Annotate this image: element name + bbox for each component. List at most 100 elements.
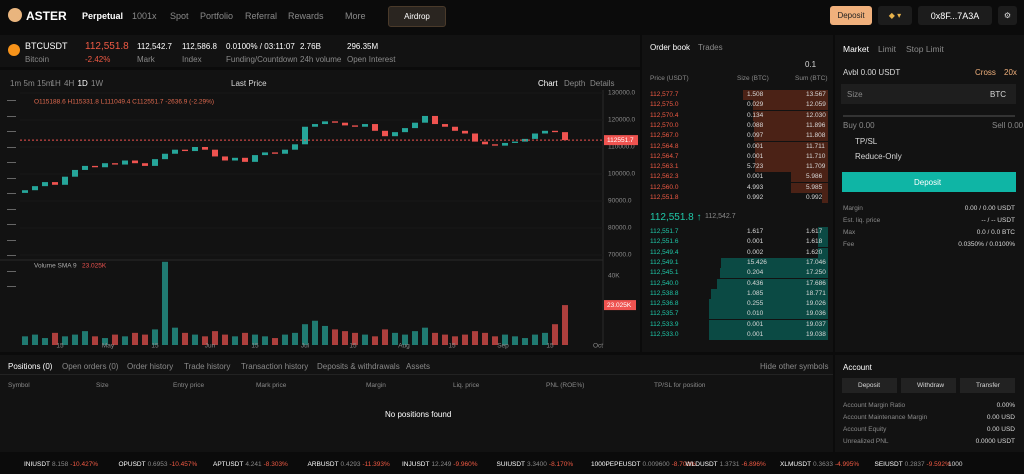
size: 0.255	[747, 300, 764, 308]
size: 0.204	[747, 269, 764, 277]
footer-symbol[interactable]: SEIUSDT	[874, 461, 903, 468]
deposit-button[interactable]: Deposit	[830, 6, 872, 25]
candle-body	[122, 160, 128, 165]
volume-bar	[272, 338, 278, 345]
price-mode[interactable]: Last Price	[231, 79, 267, 88]
stat-value: 296.35M	[347, 42, 379, 51]
position-tab[interactable]: Trade history	[184, 362, 231, 371]
nav-link[interactable]: Portfolio	[200, 11, 234, 21]
account-button-label[interactable]: Withdraw	[917, 382, 945, 389]
size: 0.001	[747, 142, 764, 150]
interval[interactable]: 5m	[23, 79, 35, 88]
tpsl-check[interactable]: TP/SL	[855, 137, 878, 146]
view-tab[interactable]: Details	[590, 79, 615, 88]
order-type-tab[interactable]: Stop Limit	[906, 44, 944, 54]
footer-symbol[interactable]: WLDUSDT	[685, 461, 718, 468]
order-type-tab[interactable]: Market	[843, 44, 869, 54]
order-type-tab[interactable]: Limit	[878, 44, 896, 54]
account-button-label[interactable]: Transfer	[976, 382, 1000, 389]
wallet-button[interactable]: 0x8F...7A3A	[918, 6, 992, 25]
account-label: Account Equity	[843, 426, 887, 433]
candle-body	[52, 182, 58, 185]
nav-link[interactable]: 1001x	[132, 11, 157, 21]
nav-link[interactable]: Rewards	[288, 11, 324, 21]
position-tab[interactable]: Deposits & withdrawals	[317, 362, 400, 371]
tick-size[interactable]: 0.1	[805, 60, 817, 69]
airdrop-button[interactable]: Airdrop	[388, 6, 446, 27]
view-tab[interactable]: Chart	[538, 79, 558, 88]
stat-label: Funding/Countdown	[226, 55, 298, 64]
x-tick-label: 15	[546, 343, 554, 350]
info-value: 0.0350% / 0.0100%	[958, 241, 1015, 248]
leverage[interactable]: 20x	[1004, 68, 1017, 77]
reduce-only-check[interactable]: Reduce-Only	[855, 152, 902, 161]
interval[interactable]: 15m	[37, 79, 53, 88]
account-button[interactable]	[901, 378, 956, 393]
orderbook-tab[interactable]: Trades	[698, 43, 723, 52]
sum: 5.986	[806, 173, 823, 181]
volume-bar	[22, 336, 28, 345]
position-tab[interactable]: Transaction history	[241, 362, 309, 371]
position-tab[interactable]: Order history	[127, 362, 174, 371]
nav-link[interactable]: Perpetual	[82, 11, 124, 21]
footer-symbol[interactable]: APTUSDT	[213, 461, 244, 468]
position-tab[interactable]: Open orders (0)	[62, 362, 119, 371]
deposit-label: Deposit	[914, 178, 942, 187]
nav-link[interactable]: More	[345, 11, 366, 21]
position-tab[interactable]: Positions (0)	[8, 362, 53, 371]
nav-link[interactable]: Referral	[245, 11, 278, 21]
candle-body	[362, 124, 368, 127]
margin-mode[interactable]: Cross	[975, 68, 996, 77]
settings-button[interactable]: ⚙	[998, 6, 1017, 25]
chain-select[interactable]: ◆ ▾	[878, 6, 912, 25]
sum: 19.026	[806, 300, 826, 308]
y-tick-label: 70000.0	[608, 252, 632, 259]
account-button[interactable]	[960, 378, 1015, 393]
account-button[interactable]	[842, 378, 897, 393]
volume-bar	[152, 329, 158, 345]
footer-symbol[interactable]: 1000PEPEUSDT	[591, 461, 641, 468]
candle-body	[492, 144, 498, 146]
tool-icon	[7, 193, 16, 194]
candle-body	[442, 124, 448, 127]
footer-symbol[interactable]: SUIUSDT	[496, 461, 526, 468]
position-tab[interactable]: Assets	[406, 362, 431, 371]
depth-bar	[709, 319, 828, 330]
orderbook-tab[interactable]: Order book	[650, 43, 691, 52]
deposit-button[interactable]	[842, 172, 1016, 192]
nav-link[interactable]: Spot	[170, 11, 189, 21]
interval[interactable]: 1m	[10, 79, 22, 88]
account-value: 0.00 USD	[986, 426, 1015, 433]
slider	[843, 115, 1015, 117]
account-panel	[835, 355, 1024, 452]
view-tab[interactable]: Depth	[564, 79, 586, 88]
sum: 17.686	[806, 279, 826, 287]
footer-symbol[interactable]: INJUSDT	[402, 461, 430, 468]
candle-body	[382, 130, 388, 137]
interval[interactable]: 4H	[64, 79, 75, 88]
footer-symbol[interactable]: OPUSDT	[118, 461, 146, 468]
y-tick-label: 130000.0	[608, 90, 635, 97]
hide-toggle[interactable]: Hide other symbols	[760, 362, 829, 371]
account-button-label[interactable]: Deposit	[858, 382, 881, 389]
volume-bar	[302, 324, 308, 345]
candle-body	[562, 132, 568, 141]
symbol[interactable]: BTCUSDT	[25, 41, 68, 51]
y-tick-label: 80000.0	[608, 225, 632, 232]
size-unit[interactable]: BTC	[990, 90, 1006, 99]
interval[interactable]: 1D	[77, 79, 88, 88]
logo[interactable]: ASTER	[26, 9, 67, 23]
price: 112,562.3	[650, 173, 679, 181]
footer-symbol[interactable]: INIUSDT	[24, 461, 50, 468]
x-tick-label: 15	[251, 343, 259, 350]
footer-symbol[interactable]: XLMUSDT	[780, 461, 812, 468]
depth-bar	[817, 247, 828, 258]
x-tick-label: Oct	[593, 343, 603, 350]
candle-body	[162, 153, 168, 160]
footer-symbol[interactable]: ARBUSDT	[307, 461, 339, 468]
depth-bar	[717, 278, 828, 289]
sum: 17.046	[806, 258, 826, 266]
interval[interactable]: 1W	[91, 79, 103, 88]
volume-bar	[132, 332, 138, 345]
interval[interactable]: 1H	[50, 79, 61, 88]
